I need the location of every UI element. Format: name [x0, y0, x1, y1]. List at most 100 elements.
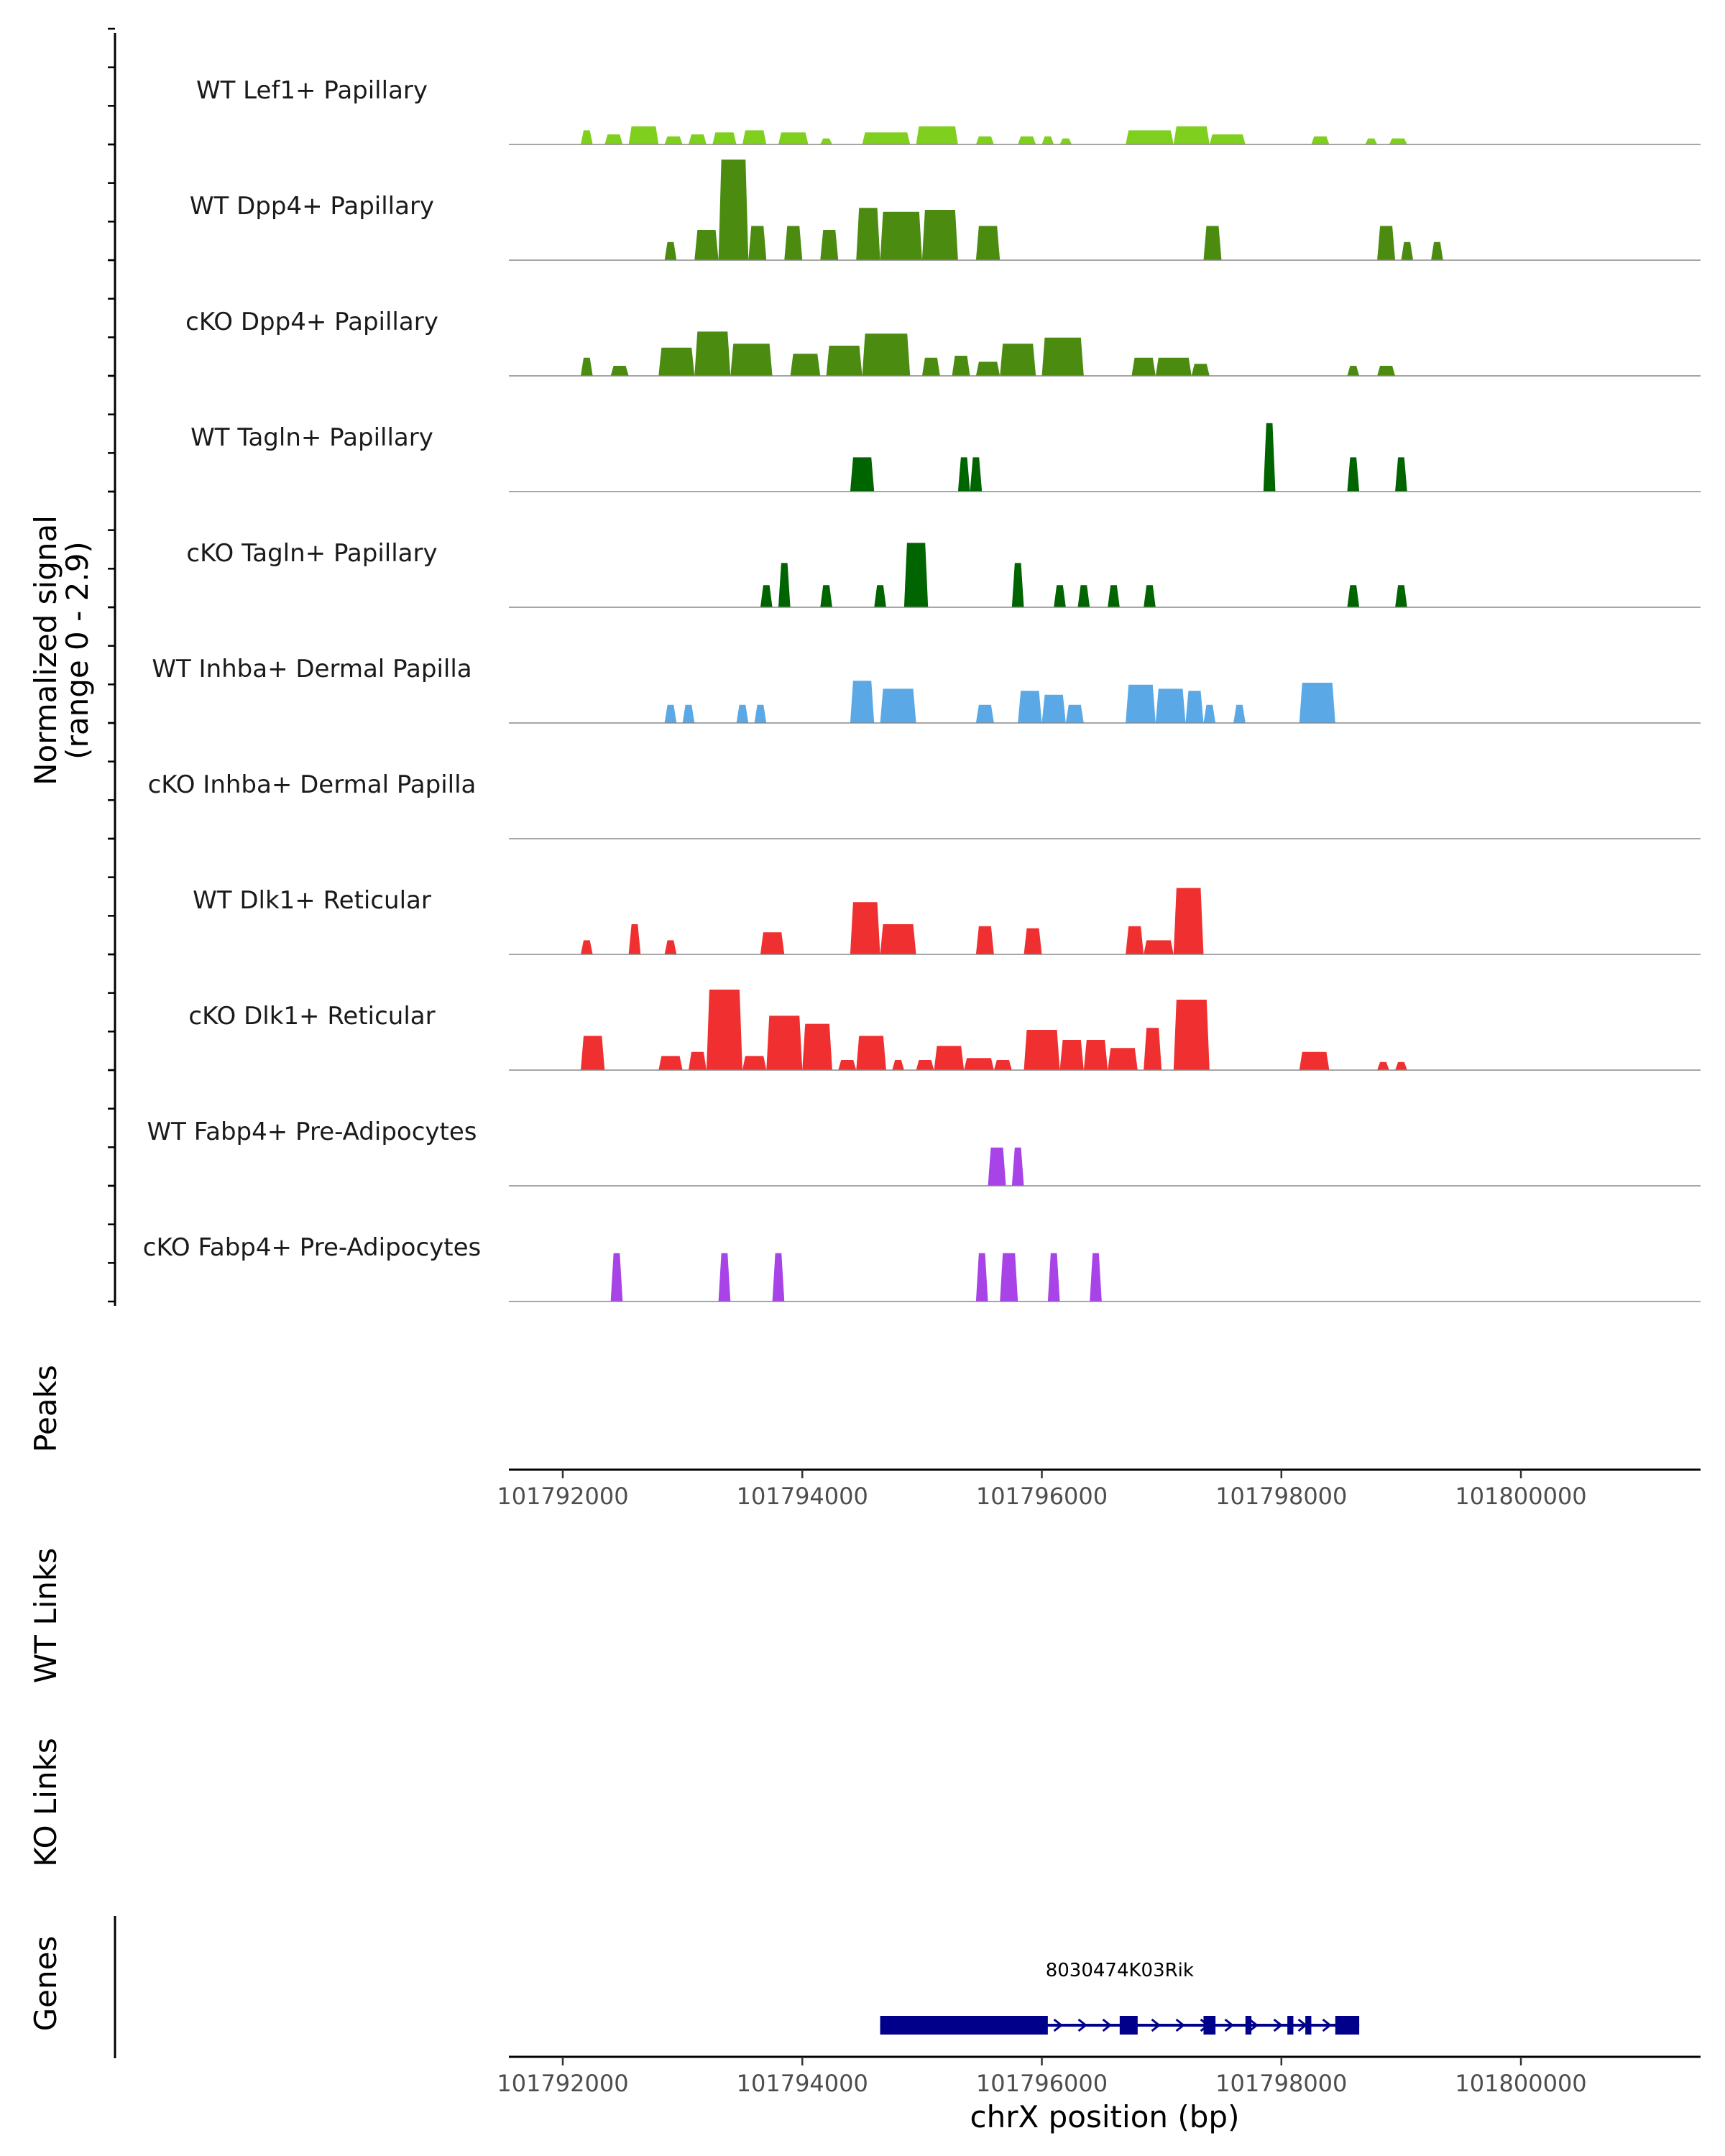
- coverage-peak: [1233, 704, 1246, 723]
- gene-exon: [1287, 2016, 1294, 2035]
- strand-arrow: [1077, 2018, 1087, 2032]
- coverage-peak: [975, 704, 994, 723]
- coverage-peak: [1041, 136, 1054, 144]
- coverage-peak: [921, 357, 940, 376]
- coverage-peak: [1263, 423, 1276, 492]
- track-label: WT Dpp4+ Papillary: [190, 192, 434, 221]
- coverage-peak: [862, 333, 911, 376]
- coverage-peak: [718, 160, 749, 260]
- coverage-peak: [1041, 694, 1066, 723]
- track-label: cKO Tagln+ Papillary: [186, 539, 437, 568]
- coverage-peak: [1000, 344, 1036, 376]
- coverage-peak: [1395, 1061, 1407, 1070]
- x-tick-label: 101794000: [737, 1483, 868, 1510]
- coverage-peak: [1144, 1028, 1162, 1070]
- coverage-peak: [1173, 126, 1210, 144]
- coverage-peak: [1401, 241, 1414, 260]
- coverage-peak: [975, 1253, 988, 1302]
- track-3: cKO Dpp4+ Papillary: [185, 308, 1701, 377]
- track-label: cKO Inhba+ Dermal Papilla: [148, 770, 477, 799]
- gene-exon: [1119, 2016, 1138, 2035]
- coverage-peak: [957, 457, 970, 492]
- coverage-peak: [1126, 926, 1144, 954]
- strand-arrow: [1248, 2018, 1259, 2032]
- coverage-peak: [1299, 1051, 1330, 1070]
- coverage-peak: [1389, 138, 1407, 144]
- x-tick-label: 101800000: [1455, 2070, 1586, 2097]
- coverage-peak: [1365, 138, 1378, 144]
- coverage-peak: [1018, 691, 1042, 723]
- coverage-peak: [658, 1056, 683, 1070]
- coverage-peak: [730, 344, 773, 376]
- signal-y-axis: [108, 27, 116, 1306]
- coverage-peak: [880, 688, 916, 723]
- coverage-peak: [1059, 1040, 1084, 1070]
- genes-panel-label: Genes: [28, 1936, 63, 2032]
- coverage-peak: [964, 1058, 994, 1070]
- coverage-peak: [838, 1060, 857, 1070]
- track-label: cKO Dpp4+ Papillary: [185, 308, 438, 336]
- gene-exon: [1203, 2016, 1216, 2035]
- coverage-peak: [802, 1023, 832, 1070]
- coverage-peak: [1041, 337, 1084, 376]
- coverage-peak: [580, 1036, 605, 1070]
- coverage-peak: [772, 1253, 785, 1302]
- coverage-peak: [874, 585, 886, 607]
- gene-track: 8030474K03Rik: [880, 1960, 1360, 2035]
- coverage-peak: [1377, 226, 1396, 260]
- coverage-peak: [610, 1253, 623, 1302]
- x-tick-label: 101792000: [497, 2070, 628, 2097]
- coverage-peak: [760, 932, 785, 954]
- coverage-peak: [778, 132, 809, 144]
- coverage-peak: [850, 902, 880, 954]
- gene-exon: [880, 2016, 1048, 2035]
- coverage-peak: [1395, 457, 1407, 492]
- coverage-peak: [1000, 1253, 1018, 1302]
- coverage-peak: [916, 1060, 934, 1070]
- track-label: WT Tagln+ Papillary: [190, 423, 433, 452]
- signal-axis-title: Normalized signal: [28, 515, 63, 786]
- strand-arrow: [1053, 2018, 1063, 2032]
- strand-arrow: [1224, 2018, 1234, 2032]
- coverage-peak: [1209, 134, 1246, 144]
- coverage-peak: [664, 704, 677, 723]
- track-10: WT Fabp4+ Pre-Adipocytes: [147, 1118, 1701, 1187]
- signal-axis-title-range: (range 0 - 2.9): [60, 541, 95, 760]
- coverage-peak: [1203, 704, 1216, 723]
- coverage-peak: [706, 990, 742, 1070]
- coverage-peak: [1155, 688, 1186, 723]
- coverage-peak: [580, 357, 593, 376]
- coverage-peak: [1077, 585, 1090, 607]
- track-9: cKO Dlk1+ Reticular: [188, 990, 1701, 1071]
- coverage-peak: [1173, 1000, 1210, 1070]
- coverage-peak: [1018, 136, 1036, 144]
- coverage-peak: [718, 1253, 731, 1302]
- coverage-peak: [1377, 366, 1396, 376]
- coverage-peak: [1054, 585, 1066, 607]
- track-label: cKO Dlk1+ Reticular: [188, 1002, 435, 1031]
- coverage-peak: [1011, 1147, 1024, 1186]
- gene-exon: [1305, 2016, 1312, 2035]
- coverage-peak: [610, 366, 629, 376]
- coverage-peak: [628, 924, 641, 954]
- coverage-peak: [934, 1046, 965, 1070]
- coverage-peak: [736, 704, 749, 723]
- coverage-peak: [742, 1056, 767, 1070]
- coverage-peak: [1203, 226, 1222, 260]
- track-label: cKO Fabp4+ Pre-Adipocytes: [143, 1233, 482, 1262]
- track-label: WT Lef1+ Papillary: [196, 76, 428, 105]
- coverage-peak: [826, 346, 862, 376]
- coverage-peak: [1299, 683, 1335, 723]
- x-axis-title: chrX position (bp): [970, 2099, 1240, 2134]
- coverage-peak: [604, 134, 623, 144]
- coverage-peak: [742, 130, 767, 144]
- coverage-peak: [694, 230, 719, 260]
- coverage-peak: [975, 226, 1000, 260]
- coverage-tracks: WT Lef1+ Papillary WT Dpp4+ Papillary cKO …: [143, 76, 1701, 1302]
- coverage-peak: [1431, 241, 1443, 260]
- coverage-peak: [1024, 1030, 1060, 1070]
- strand-arrow: [1175, 2018, 1185, 2032]
- gene-name-label: 8030474K03Rik: [1046, 1960, 1194, 1981]
- gene-x-axis: 101792000 101794000 101796000 101798000 1018…: [497, 2055, 1701, 2097]
- coverage-peak: [862, 132, 911, 144]
